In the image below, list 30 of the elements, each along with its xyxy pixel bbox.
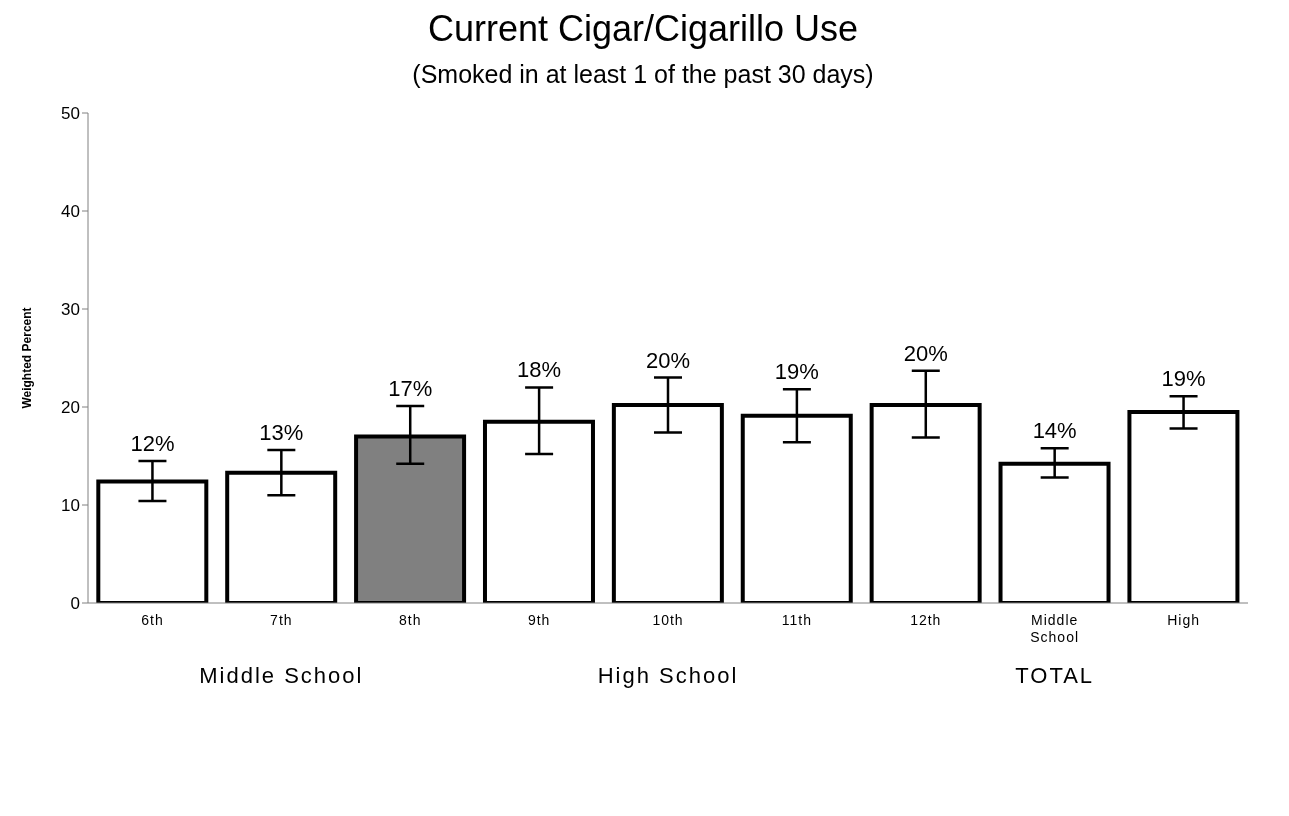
x-tick-label: 8th: [398, 612, 422, 628]
y-tick-label: 40: [61, 202, 80, 222]
x-tick-label: 9th: [527, 612, 551, 628]
data-label: 20%: [902, 340, 949, 367]
data-label: 20%: [644, 347, 691, 374]
data-label: 14%: [1031, 418, 1078, 445]
text: TOTAL: [1014, 663, 1096, 689]
x-tick-label: 10th: [652, 612, 684, 628]
y-tick-label: 20: [61, 398, 80, 418]
data-label: 17%: [387, 376, 434, 403]
y-tick-label: 0: [70, 594, 80, 614]
data-label: 19%: [773, 359, 820, 386]
text: Middle School: [198, 663, 365, 689]
y-tick-label: 50: [61, 104, 80, 124]
x-tick-label: 7th: [270, 612, 293, 628]
x-tick-label: High: [1167, 612, 1200, 628]
data-label: 12%: [129, 430, 176, 457]
data-label: 19%: [1160, 366, 1207, 393]
data-label: 13%: [258, 420, 305, 447]
data-label: 18%: [516, 357, 563, 384]
chart-title: Current Cigar/Cigarillo Use: [426, 8, 860, 50]
x-tick-label: 12th: [910, 612, 942, 628]
y-tick-label: 10: [61, 496, 80, 516]
x-tick-label: 6th: [141, 612, 164, 628]
text: High School: [596, 663, 740, 689]
y-tick-label: 30: [61, 300, 80, 320]
x-tick-label: 11th: [781, 612, 812, 628]
chart-subtitle: (Smoked in at least 1 of the past 30 days): [411, 60, 875, 89]
x-tick-label: Middle School: [1030, 612, 1080, 645]
y-axis-title: Weighted Percent: [20, 306, 34, 411]
